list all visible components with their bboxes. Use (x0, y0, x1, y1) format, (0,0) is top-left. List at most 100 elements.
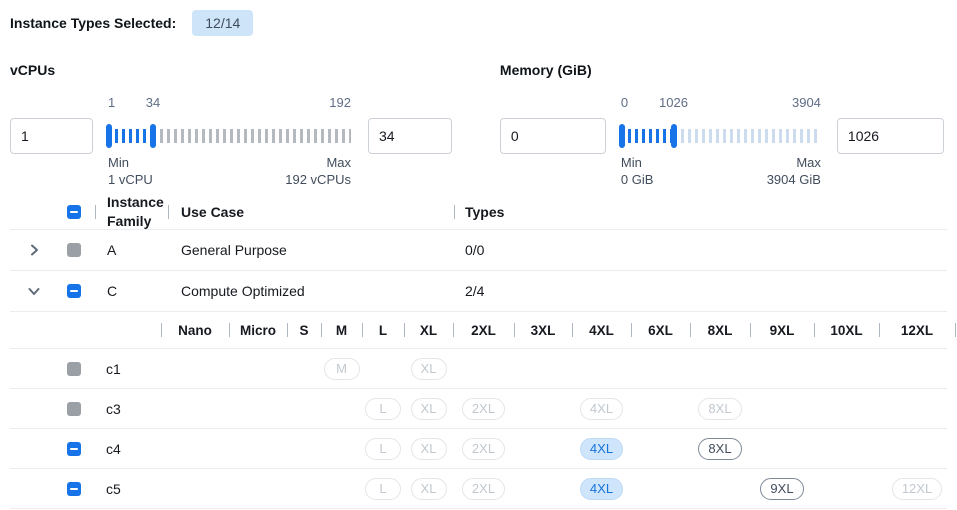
size-column-header: M (321, 312, 362, 348)
family-checkbox[interactable] (67, 284, 81, 298)
memory-minmax-labels: Min 0 GiB Max 3904 GiB (621, 154, 821, 188)
vcpu-min-input[interactable] (10, 118, 93, 154)
size-badge-12xl: 12XL (891, 477, 943, 500)
table-header-row: Instance Family Use Case Types (10, 194, 947, 230)
family-name: A (107, 241, 117, 258)
vcpu-slider[interactable]: 1 34 192 Min 1 vCPU (106, 96, 351, 187)
family-types-count: 2/4 (465, 283, 485, 299)
column-header-family: Instance Family (107, 194, 164, 229)
instance-checkbox[interactable] (67, 481, 81, 496)
memory-min-input[interactable] (499, 118, 606, 154)
instance-row: c3 L XL 2XL 4XL 8XL (10, 389, 947, 429)
family-checkbox (67, 243, 81, 257)
memory-slider-track[interactable] (618, 124, 821, 148)
size-cell (879, 389, 955, 428)
vcpu-scale-current-label: 34 (145, 95, 161, 110)
size-cell (690, 469, 750, 508)
size-column-header: 12XL (879, 312, 955, 348)
size-badge-4xl[interactable]: 4XL (579, 437, 624, 460)
size-column-header: 2XL (453, 312, 514, 348)
size-cell: XL (404, 469, 453, 508)
size-cell (631, 469, 690, 508)
size-cell: 8XL (690, 429, 750, 468)
memory-slider[interactable]: 0 1026 3904 Min 0 GiB (618, 96, 821, 187)
vcpu-filter-title: vCPUs (10, 62, 56, 78)
size-column-header: Nano (161, 312, 229, 348)
size-badge-l: L (365, 477, 401, 500)
size-cell (631, 429, 690, 468)
size-badge-xl: XL (410, 437, 447, 460)
size-column-header: 10XL (814, 312, 879, 348)
size-column-header: L (362, 312, 404, 348)
size-cell: 2XL (453, 469, 514, 508)
size-cell (229, 429, 287, 468)
instance-checkbox[interactable] (67, 441, 81, 456)
vcpu-slider-handle-max[interactable] (149, 124, 156, 148)
column-divider (955, 323, 956, 337)
memory-scale-min-label: 0 (620, 95, 629, 110)
size-column-header: 3XL (514, 312, 572, 348)
size-badge-8xl[interactable]: 8XL (698, 437, 742, 460)
size-cell: 2XL (453, 389, 514, 428)
size-cell: XL (404, 429, 453, 468)
memory-min-label: Min (620, 155, 642, 170)
family-name: C (107, 282, 118, 299)
column-header-use-case: Use Case (181, 203, 245, 220)
vcpu-slider-handle-min[interactable] (106, 124, 112, 148)
expand-toggle[interactable] (10, 283, 58, 299)
memory-slider-handle-max[interactable] (670, 124, 677, 148)
column-divider (454, 204, 455, 219)
size-badge-2xl: 2XL (461, 437, 506, 460)
select-all-cell (58, 204, 95, 219)
select-all-checkbox[interactable] (67, 204, 81, 219)
size-cell (514, 429, 572, 468)
size-cell (879, 349, 955, 388)
size-cell (750, 389, 814, 428)
size-cell: 4XL (572, 429, 631, 468)
size-badge-m: M (323, 357, 360, 380)
size-badge-9xl[interactable]: 9XL (760, 477, 804, 500)
size-cell (161, 389, 229, 428)
size-cell: 4XL (572, 469, 631, 508)
size-cell (690, 349, 750, 388)
memory-filter: Memory (GiB) 0 1026 3904 Min (499, 62, 947, 187)
size-badge-xl: XL (410, 477, 447, 500)
instance-name: c3 (106, 400, 121, 417)
memory-min-value: 0 GiB (620, 172, 654, 187)
size-cell (631, 389, 690, 428)
size-cell (321, 429, 362, 468)
size-column-header: 9XL (750, 312, 814, 348)
size-cell (514, 349, 572, 388)
family-row: C Compute Optimized 2/4 (10, 271, 947, 312)
memory-slider-inactive-ticks (673, 129, 821, 143)
size-badge-4xl[interactable]: 4XL (579, 477, 624, 500)
size-cell (514, 389, 572, 428)
instance-name: c4 (106, 440, 121, 457)
size-cell: XL (404, 389, 453, 428)
vcpu-max-value: 192 vCPUs (285, 172, 351, 187)
instance-row: c5 L XL 2XL 4XL 9XL 12XL (10, 469, 947, 509)
family-row: A General Purpose 0/0 (10, 230, 947, 271)
size-cell (287, 389, 321, 428)
vcpu-max-input[interactable] (368, 118, 452, 154)
size-cell: 4XL (572, 389, 631, 428)
selected-count-label: Instance Types Selected: (10, 15, 177, 31)
instance-row: c4 L XL 2XL 4XL 8XL (10, 429, 947, 469)
memory-filter-title: Memory (GiB) (499, 62, 592, 78)
vcpu-slider-track[interactable] (106, 124, 351, 148)
size-cell (321, 389, 362, 428)
memory-max-input[interactable] (836, 118, 944, 154)
family-use-case: Compute Optimized (181, 283, 305, 299)
size-cell (161, 349, 229, 388)
size-cell (229, 349, 287, 388)
size-column-header: 6XL (631, 312, 690, 348)
filters-section: vCPUs 1 34 192 Min (10, 62, 947, 187)
size-cell (287, 429, 321, 468)
size-column-header: S (287, 312, 321, 348)
expand-toggle[interactable] (10, 242, 58, 258)
size-column-header: XL (404, 312, 453, 348)
size-badge-xl: XL (410, 357, 447, 380)
memory-slider-handle-min[interactable] (618, 124, 625, 148)
size-badge-xl: XL (410, 397, 447, 420)
instance-checkbox-cell (58, 481, 95, 496)
